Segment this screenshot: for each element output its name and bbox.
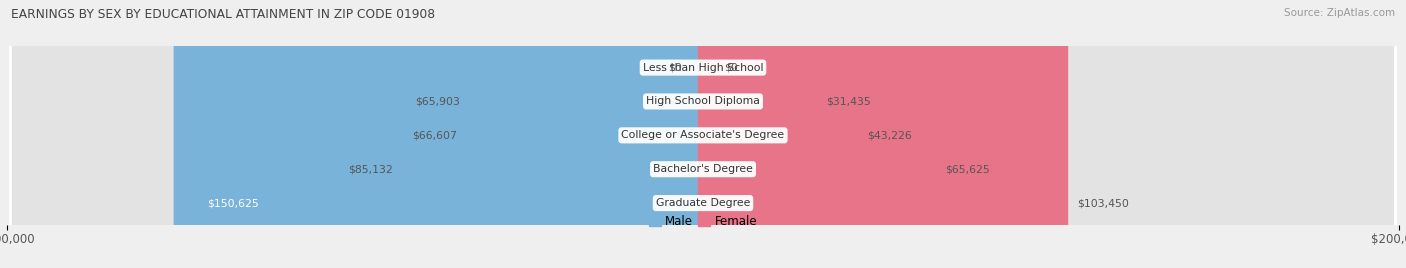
Text: $66,607: $66,607 bbox=[412, 130, 457, 140]
FancyBboxPatch shape bbox=[465, 0, 709, 268]
FancyBboxPatch shape bbox=[10, 0, 1396, 268]
FancyBboxPatch shape bbox=[10, 0, 1396, 268]
FancyBboxPatch shape bbox=[402, 0, 709, 268]
Text: $85,132: $85,132 bbox=[349, 164, 392, 174]
Text: $65,625: $65,625 bbox=[945, 164, 990, 174]
Text: EARNINGS BY SEX BY EDUCATIONAL ATTAINMENT IN ZIP CODE 01908: EARNINGS BY SEX BY EDUCATIONAL ATTAINMEN… bbox=[11, 8, 436, 21]
FancyBboxPatch shape bbox=[10, 0, 1396, 268]
Text: $65,903: $65,903 bbox=[415, 96, 460, 106]
Text: $43,226: $43,226 bbox=[868, 130, 912, 140]
Text: Bachelor's Degree: Bachelor's Degree bbox=[652, 164, 754, 174]
Text: High School Diploma: High School Diploma bbox=[647, 96, 759, 106]
FancyBboxPatch shape bbox=[468, 0, 709, 268]
FancyBboxPatch shape bbox=[173, 0, 709, 268]
FancyBboxPatch shape bbox=[10, 0, 1396, 268]
FancyBboxPatch shape bbox=[697, 0, 818, 268]
Legend: Male, Female: Male, Female bbox=[648, 215, 758, 228]
FancyBboxPatch shape bbox=[697, 0, 859, 268]
Text: $150,625: $150,625 bbox=[207, 198, 259, 208]
FancyBboxPatch shape bbox=[10, 0, 1396, 268]
Text: Less than High School: Less than High School bbox=[643, 63, 763, 73]
FancyBboxPatch shape bbox=[697, 0, 1069, 268]
Text: $0: $0 bbox=[724, 63, 738, 73]
Text: Source: ZipAtlas.com: Source: ZipAtlas.com bbox=[1284, 8, 1395, 18]
Text: College or Associate's Degree: College or Associate's Degree bbox=[621, 130, 785, 140]
Text: $103,450: $103,450 bbox=[1077, 198, 1129, 208]
Text: $31,435: $31,435 bbox=[827, 96, 872, 106]
Text: Graduate Degree: Graduate Degree bbox=[655, 198, 751, 208]
Text: $0: $0 bbox=[668, 63, 682, 73]
FancyBboxPatch shape bbox=[697, 0, 936, 268]
